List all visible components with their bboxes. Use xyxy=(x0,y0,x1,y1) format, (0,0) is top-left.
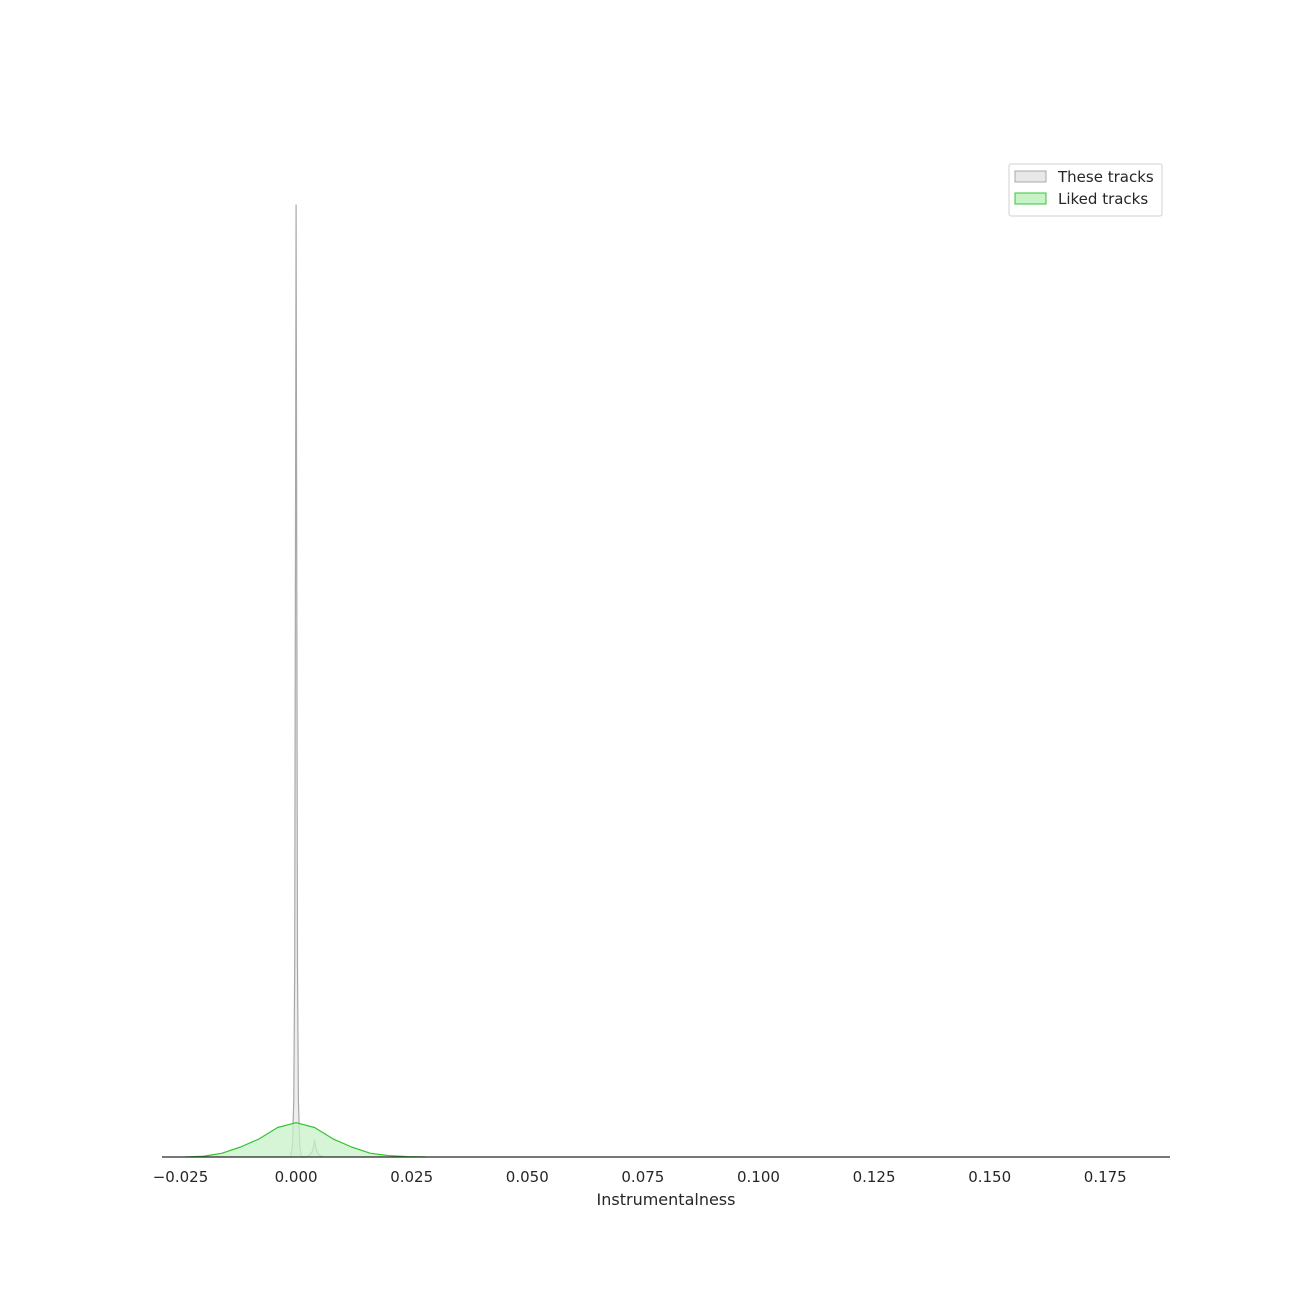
series-area-1 xyxy=(185,1122,426,1157)
legend-label-1: Liked tracks xyxy=(1058,190,1148,208)
x-axis-title: Instrumentalness xyxy=(597,1190,736,1209)
series-layer xyxy=(185,204,426,1158)
x-axis-ticks: −0.025 0.000 0.025 0.050 0.075 0.100 0.125 0.15… xyxy=(153,1168,1127,1186)
legend-swatch-0 xyxy=(1014,170,1047,183)
legend-label-0: These tracks xyxy=(1057,168,1154,186)
x-tick-label: 0.050 xyxy=(506,1168,549,1186)
x-tick-label: 0.150 xyxy=(968,1168,1011,1186)
x-tick-label: 0.175 xyxy=(1084,1168,1127,1186)
series-line-1 xyxy=(185,1122,426,1158)
x-tick-label: 0.100 xyxy=(737,1168,780,1186)
x-tick-label: 0.025 xyxy=(390,1168,433,1186)
x-tick-label: 0.075 xyxy=(621,1168,664,1186)
x-tick-label: −0.025 xyxy=(153,1168,209,1186)
legend-box xyxy=(1008,163,1163,217)
legend: These tracks Liked tracks xyxy=(1008,163,1163,217)
x-tick-label: 0.000 xyxy=(275,1168,318,1186)
x-tick-label: 0.125 xyxy=(853,1168,896,1186)
legend-swatch-1 xyxy=(1014,192,1047,205)
